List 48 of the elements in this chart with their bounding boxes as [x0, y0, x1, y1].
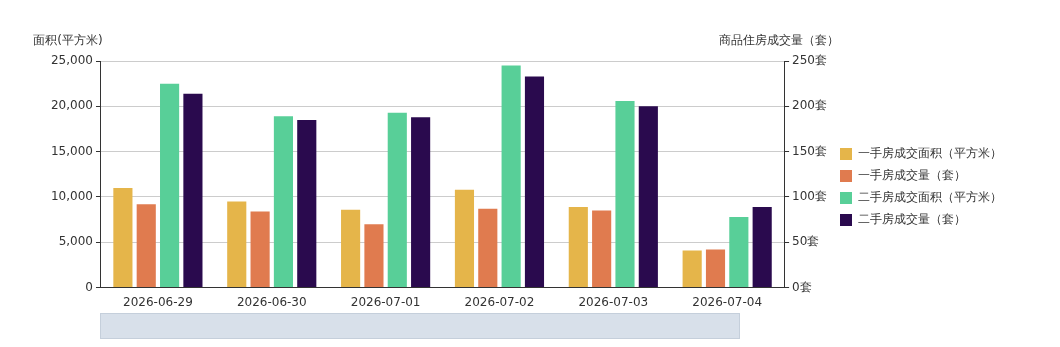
x-tick-label: 2026-07-04 — [692, 294, 763, 309]
y2-tick-label: 0套 — [792, 279, 812, 294]
y2-tick-label: 50套 — [792, 234, 820, 249]
y-tick-label: 10,000 — [50, 189, 93, 204]
x-tick-label: 2026-07-01 — [350, 294, 421, 309]
bar — [524, 76, 545, 288]
y2-tick-label: 150套 — [792, 143, 827, 158]
y2-tick-label: 200套 — [792, 98, 827, 113]
bar — [752, 206, 772, 288]
bar — [478, 208, 498, 288]
legend-label: 一手房成交量（套） — [858, 168, 966, 183]
bar — [387, 112, 407, 288]
y-tick-label: 0 — [85, 279, 93, 294]
legend-label: 二手房成交量（套） — [858, 212, 966, 227]
bar — [501, 65, 521, 288]
bar — [592, 210, 612, 288]
y-tick-label: 5,000 — [58, 234, 93, 249]
bar — [250, 211, 270, 288]
bar — [160, 83, 180, 288]
y2-tick-label: 250套 — [792, 53, 827, 68]
bar — [113, 187, 133, 288]
bar — [183, 93, 203, 288]
y2-tick-label: 100套 — [792, 189, 827, 204]
bar — [638, 106, 658, 288]
bar — [411, 117, 431, 288]
bar — [297, 119, 317, 288]
x-tick-label: 2026-06-30 — [236, 294, 307, 309]
bar — [568, 206, 588, 288]
y2-axis-title: 商品住房成交量（套） — [719, 33, 840, 48]
y-tick-label: 25,000 — [50, 53, 93, 68]
bar — [273, 116, 293, 288]
x-tick-label: 2026-07-02 — [464, 294, 535, 309]
bar — [454, 189, 475, 288]
bar — [227, 201, 247, 288]
bar — [136, 204, 156, 288]
y-axis-title: 面积(平方米) — [33, 33, 103, 48]
x-tick-label: 2026-07-03 — [578, 294, 649, 309]
y-tick-label: 20,000 — [50, 98, 93, 113]
bar — [341, 209, 361, 288]
bar — [705, 249, 726, 288]
bar — [615, 100, 635, 288]
bar — [729, 216, 749, 288]
legend-label: 一手房成交面积（平方米） — [858, 146, 1002, 161]
bar — [364, 224, 384, 288]
y-tick-label: 15,000 — [50, 143, 93, 158]
x-tick-label: 2026-06-29 — [123, 294, 193, 309]
bar — [682, 250, 702, 288]
legend-label: 二手房成交面积（平方米） — [858, 190, 1002, 205]
